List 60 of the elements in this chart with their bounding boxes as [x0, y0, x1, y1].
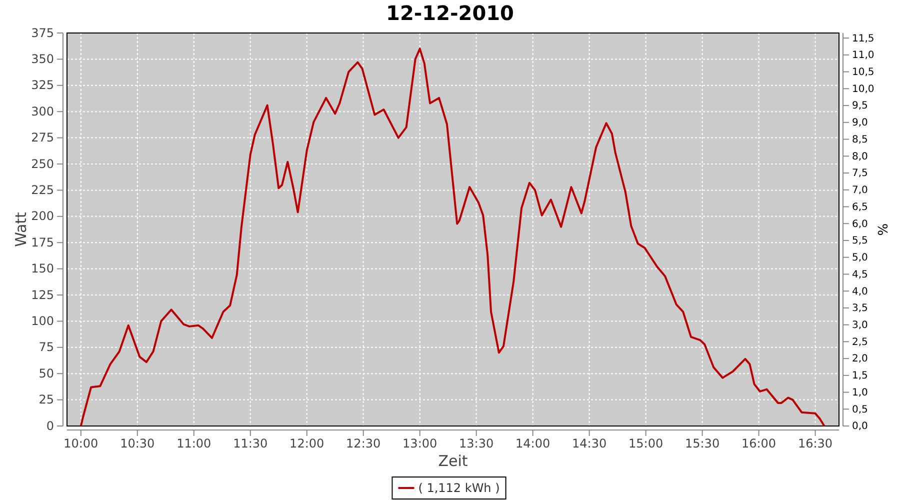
x-tick-label: 16:00 — [741, 436, 776, 451]
y2-axis-title: % — [874, 223, 889, 236]
y-tick-label: 325 — [31, 78, 54, 92]
y2-tick-label: 8,0 — [852, 151, 868, 162]
y-tick-label: 250 — [31, 156, 54, 171]
y2-tick-label: 1,0 — [852, 387, 868, 398]
y2-tick-label: 3,5 — [852, 303, 868, 314]
y-tick-label: 225 — [31, 183, 54, 198]
x-tick-label: 13:00 — [402, 436, 438, 451]
y2-tick-label: 2,5 — [852, 336, 868, 348]
y2-tick-label: 9,5 — [852, 100, 868, 112]
y-tick-label: 375 — [31, 26, 54, 40]
y-tick-label: 75 — [38, 340, 54, 354]
y-tick-label: 200 — [31, 209, 54, 224]
y2-tick-label: 0,5 — [852, 404, 868, 416]
x-tick-label: 16:30 — [798, 436, 833, 451]
y2-tick-label: 7,5 — [852, 168, 868, 180]
y-tick-label: 125 — [31, 288, 54, 302]
x-tick-label: 10:00 — [64, 436, 98, 451]
y2-tick-label: 4,5 — [852, 269, 868, 280]
y2-tick-label: 9,0 — [852, 118, 868, 129]
y2-tick-label: 10,0 — [852, 84, 874, 95]
x-tick-label: 10:30 — [120, 436, 155, 451]
y2-tick-label: 2,0 — [852, 354, 868, 365]
y2-tick-label: 6,5 — [852, 202, 868, 213]
x-tick-label: 12:00 — [290, 436, 324, 451]
legend-label: ( 1,112 kWh ) — [418, 481, 500, 495]
y2-tick-label: 10,5 — [852, 66, 874, 78]
y-tick-label: 50 — [38, 366, 54, 380]
x-tick-label: 14:00 — [516, 436, 550, 451]
y2-tick-label: 4,0 — [852, 286, 868, 298]
x-axis-title: Zeit — [438, 452, 468, 470]
x-tick-label: 11:00 — [176, 436, 212, 451]
y-tick-label: 175 — [31, 235, 54, 250]
x-tick-label: 12:30 — [346, 436, 381, 451]
x-tick-label: 11:30 — [233, 436, 268, 451]
y2-tick-label: 5,5 — [852, 236, 868, 247]
y-tick-label: 100 — [31, 314, 54, 328]
y-tick-label: 25 — [38, 392, 54, 407]
y-tick-label: 300 — [31, 104, 54, 118]
y-axis-title: Watt — [12, 212, 30, 247]
y-tick-label: 275 — [31, 130, 54, 145]
y2-tick-label: 3,0 — [852, 320, 868, 331]
y2-tick-label: 7,0 — [852, 185, 868, 196]
y2-tick-label: 5,0 — [852, 252, 868, 264]
y2-tick-label: 11,5 — [852, 33, 874, 44]
x-tick-label: 14:30 — [572, 436, 607, 451]
x-tick-label: 13:30 — [459, 436, 494, 451]
x-tick-label: 15:00 — [628, 436, 664, 451]
y-tick-label: 0 — [46, 418, 54, 433]
x-tick-label: 15:30 — [684, 436, 720, 451]
y-tick-label: 350 — [31, 52, 54, 66]
y2-tick-label: 8,5 — [852, 134, 868, 146]
y2-tick-label: 0,0 — [852, 421, 868, 432]
chart-title: 12-12-2010 — [386, 1, 514, 25]
y2-tick-label: 11,0 — [852, 50, 874, 62]
line-series — [80, 48, 826, 427]
y2-tick-label: 6,0 — [852, 218, 868, 230]
y-tick-label: 150 — [31, 262, 54, 276]
y2-tick-label: 1,5 — [852, 370, 868, 382]
